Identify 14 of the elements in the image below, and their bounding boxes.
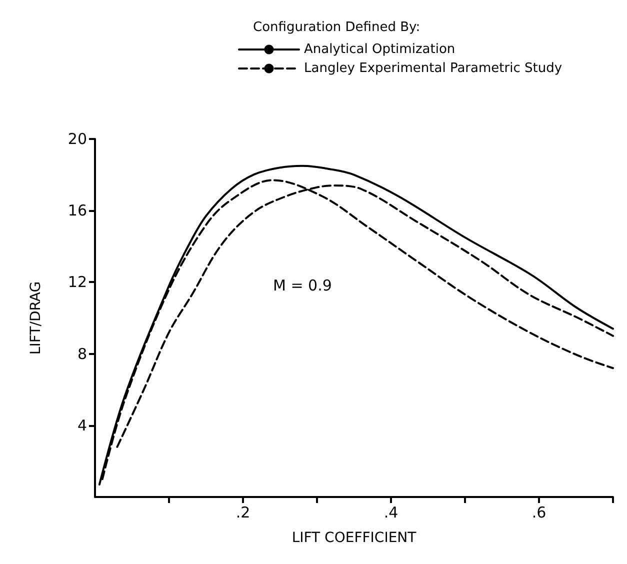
annotation: M = 0.9 [273, 276, 332, 294]
y-tick-label: 12 [68, 273, 87, 292]
legend-title: Configuration Defined By: [253, 20, 420, 35]
y-tick-label: 8 [77, 344, 87, 363]
y-axis-title: LIFT/DRAG [28, 281, 44, 355]
y-tick-label: 20 [68, 130, 87, 148]
legend-label: Analytical Optimization [304, 42, 456, 57]
x-tick-label: .2 [236, 504, 250, 522]
x-tick-label: .6 [532, 504, 546, 522]
x-tick-label: .4 [384, 504, 398, 522]
x-axis-title: LIFT COEFFICIENT [292, 530, 417, 546]
y-tick-label: 16 [68, 202, 87, 220]
y-tick-label: 4 [77, 416, 87, 434]
legend-label: Langley Experimental Parametric Study [304, 61, 562, 76]
